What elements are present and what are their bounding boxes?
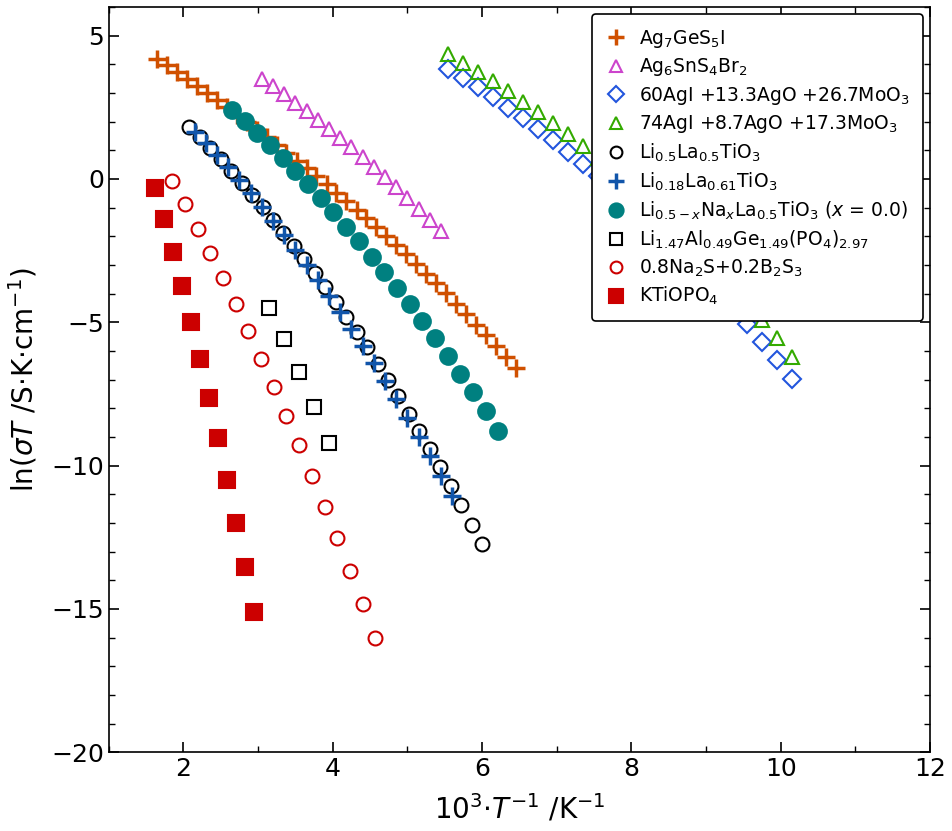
Y-axis label: ln($\sigma$$T$ /S$\cdot$K$\cdot$cm$^{-1}$): ln($\sigma$$T$ /S$\cdot$K$\cdot$cm$^{-1}… xyxy=(7,268,40,492)
X-axis label: 10$^3$$\cdot$$T^{-1}$ /K$^{-1}$: 10$^3$$\cdot$$T^{-1}$ /K$^{-1}$ xyxy=(433,792,605,824)
Legend: Ag$_7$GeS$_5$I, Ag$_6$SnS$_4$Br$_2$, 60AgI +13.3AgO +26.7MoO$_3$, 74AgI +8.7AgO : Ag$_7$GeS$_5$I, Ag$_6$SnS$_4$Br$_2$, 60A… xyxy=(591,14,922,321)
